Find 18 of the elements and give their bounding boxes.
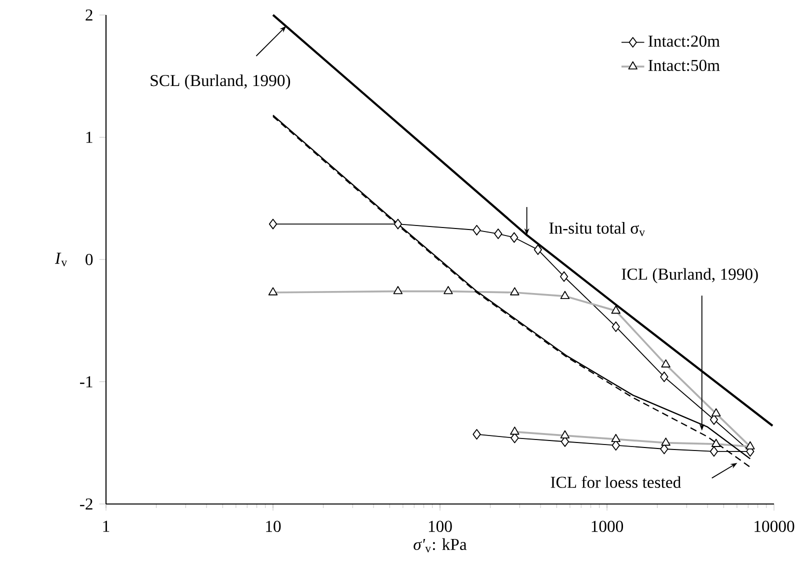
x-tick-label: 100 — [428, 520, 452, 532]
annotation: ICL (Burland, 1990) — [622, 268, 758, 284]
x-tick-label: 1000 — [592, 520, 624, 532]
x-axis-title: σ'$_{v}$: kPa — [414, 538, 467, 552]
y-tick-label: 0 — [86, 254, 93, 266]
y-tick-label: -1 — [80, 376, 92, 388]
y-tick-label: 1 — [86, 132, 92, 143]
y-axis-title: I$_{v}$ — [54, 252, 68, 266]
legend-label: Intact:50m — [648, 60, 720, 72]
x-tick-label: 10 — [266, 520, 281, 532]
y-tick-label: 2 — [86, 9, 92, 21]
annotation: ICL for loess tested — [550, 476, 681, 488]
annotation: In-situ total σ$_{v}$ — [549, 222, 645, 236]
x-tick-label: 10000 — [754, 520, 794, 532]
annotation: SCL (Burland, 1990) — [150, 74, 290, 90]
x-tick-label: 1 — [103, 520, 110, 532]
legend-label: Intact:20m — [648, 36, 720, 47]
y-tick-label: -2 — [80, 498, 92, 510]
